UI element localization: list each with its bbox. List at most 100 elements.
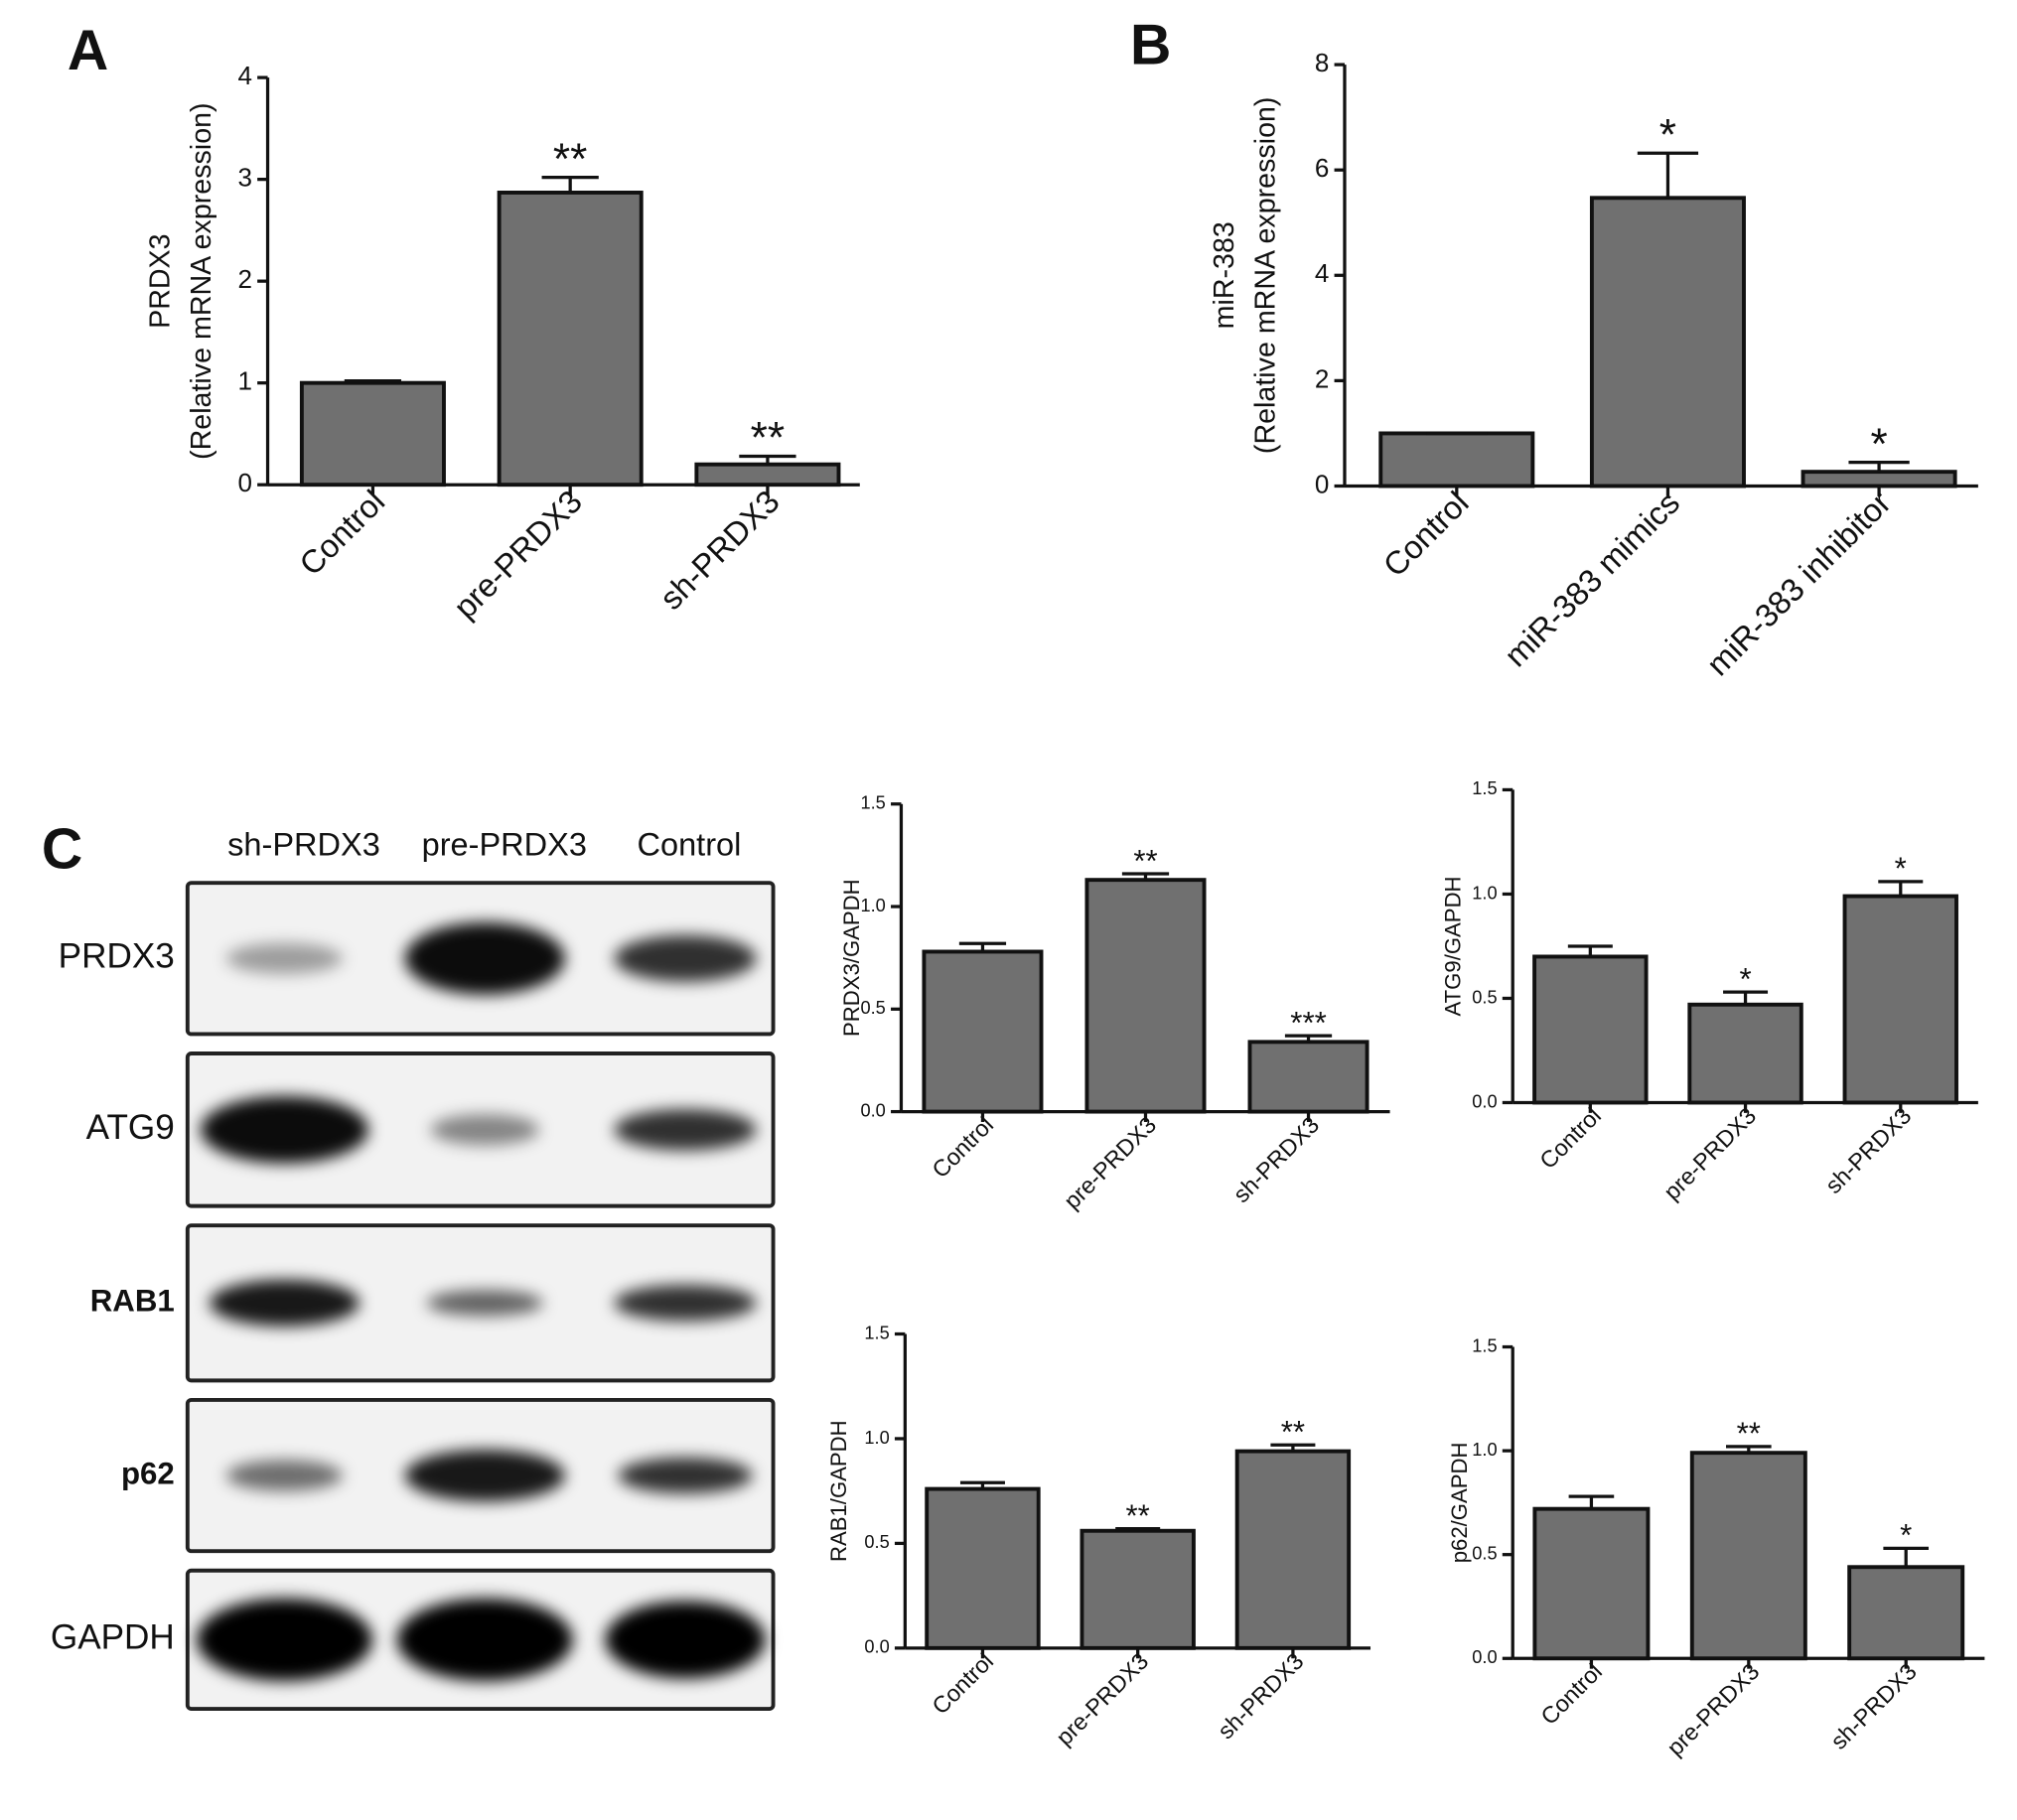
y-tick-label: 1 (237, 366, 251, 396)
x-tick-label: sh-PRDX3 (1825, 1658, 1922, 1754)
y-tick-label: 2 (1315, 363, 1329, 393)
bar (1234, 1449, 1352, 1650)
bar (497, 191, 644, 488)
x-tick-label: Control (293, 484, 392, 583)
protein-label: GAPDH (51, 1618, 175, 1657)
y-axis-label: PRDX3 (144, 233, 176, 328)
blot-band (225, 942, 344, 974)
x-tick-label: sh-PRDX3 (1820, 1102, 1917, 1198)
error-bar (1121, 872, 1170, 881)
y-tick-label: 0.5 (860, 998, 885, 1018)
blot-band (614, 1108, 757, 1151)
x-tick-label: pre-PRDX3 (1658, 1102, 1761, 1204)
significance-label: ** (553, 135, 587, 184)
significance-label: ** (1737, 1416, 1761, 1451)
x-tick-label: Control (1376, 485, 1476, 584)
bar (299, 380, 446, 488)
error-bar (959, 1480, 1005, 1489)
error-bar (1270, 1443, 1316, 1452)
bar (1842, 894, 1958, 1105)
x-tick-label: pre-PRDX3 (1051, 1648, 1153, 1750)
x-tick-label: pre-PRDX3 (447, 484, 589, 626)
y-tick-label: 0.5 (1472, 1544, 1497, 1564)
blot-band (404, 921, 565, 995)
x-tick-label: miR-383 inhibitor (1700, 485, 1898, 682)
y-tick-label: 1.0 (864, 1428, 889, 1448)
significance-label: ** (1281, 1415, 1305, 1450)
error-bar (739, 454, 796, 465)
blot-band (614, 934, 757, 982)
error-bar (1883, 1546, 1930, 1568)
x-tick-label: sh-PRDX3 (1228, 1112, 1325, 1208)
significance-label: ** (1126, 1498, 1150, 1533)
significance-label: *** (1290, 1005, 1326, 1040)
y-axis-label: PRDX3/GAPDH (839, 879, 864, 1037)
bar (1847, 1565, 1965, 1661)
protein-label: RAB1 (90, 1284, 175, 1319)
bar (1247, 1040, 1369, 1114)
significance-label: * (1895, 851, 1907, 886)
y-tick-label: 0 (237, 468, 251, 497)
bar (1532, 954, 1649, 1105)
y-tick-label: 6 (1315, 153, 1329, 183)
significance-label: * (1739, 961, 1751, 996)
error-bar (1723, 990, 1769, 1005)
x-tick-label: sh-PRDX3 (653, 484, 787, 617)
y-tick-label: 1.0 (860, 896, 885, 915)
bar (1084, 878, 1207, 1114)
error-bar (344, 378, 402, 383)
bar (922, 949, 1044, 1114)
y-tick-label: 1.5 (864, 1323, 889, 1342)
y-tick-label: 0.0 (860, 1100, 885, 1120)
lane-label: sh-PRDX3 (227, 826, 380, 862)
blot-band (200, 1095, 369, 1164)
y-tick-label: 8 (1315, 48, 1329, 77)
error-bar (1637, 151, 1699, 199)
bar (1589, 196, 1746, 489)
bar (1689, 1451, 1807, 1661)
y-tick-label: 0.5 (1472, 987, 1497, 1007)
blot-band (196, 1598, 372, 1682)
y-axis-label: RAB1/GAPDH (826, 1420, 851, 1562)
blot-band (614, 1285, 757, 1322)
x-tick-label: pre-PRDX3 (1059, 1112, 1161, 1214)
bar (1378, 431, 1535, 489)
error-bar (1848, 460, 1910, 473)
significance-label: * (1900, 1518, 1912, 1553)
panel-label: A (68, 19, 108, 82)
y-tick-label: 1.0 (1472, 1440, 1497, 1460)
bar (694, 462, 841, 488)
panel-label: B (1130, 14, 1171, 77)
y-tick-label: 4 (1315, 258, 1329, 288)
significance-label: ** (751, 414, 785, 463)
blot-band (605, 1601, 766, 1679)
protein-label: ATG9 (86, 1108, 175, 1147)
y-tick-label: 1.0 (1472, 883, 1497, 903)
y-tick-label: 0.5 (864, 1532, 889, 1552)
blot-band (430, 1114, 539, 1146)
x-tick-label: miR-383 mimics (1498, 485, 1686, 673)
panel-label: C (42, 817, 82, 881)
y-axis-label: (Relative mRNA expression) (186, 102, 217, 460)
y-tick-label: 0.0 (1472, 1647, 1497, 1667)
y-tick-label: 1.5 (860, 793, 885, 813)
lane-label: Control (638, 826, 742, 862)
error-bar (1115, 1527, 1161, 1531)
error-bar (1878, 880, 1924, 897)
y-tick-label: 0.0 (1472, 1091, 1497, 1111)
y-tick-label: 1.5 (1472, 778, 1497, 798)
error-bar (958, 941, 1007, 952)
bar (1080, 1528, 1196, 1650)
blot-band (426, 1290, 543, 1317)
y-axis-label: (Relative mRNA expression) (1249, 97, 1281, 455)
bar (925, 1486, 1041, 1650)
blot-band (396, 1598, 573, 1682)
x-tick-label: Control (1534, 1102, 1606, 1174)
x-tick-label: sh-PRDX3 (1213, 1648, 1309, 1745)
y-axis-label: miR-383 (1209, 221, 1240, 329)
significance-label: * (1659, 110, 1676, 159)
bar (1687, 1002, 1803, 1105)
western-blot: sh-PRDX3 pre-PRDX3 Control PRDX3 ATG9 RAB1… (51, 826, 776, 1711)
error-bar (1284, 1034, 1333, 1043)
